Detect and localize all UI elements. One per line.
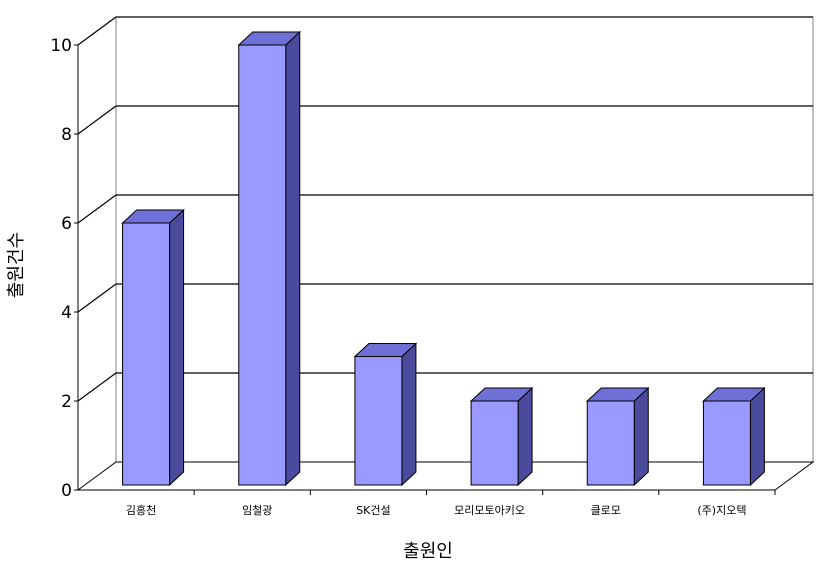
x-tick-label: (주)지오텍	[697, 504, 746, 517]
y-tick-label: 0	[61, 481, 72, 501]
bar-front	[122, 222, 171, 486]
bar-front	[470, 400, 519, 486]
x-ticks: 김흥천 임철광 SK건설 모리모토아키오 클로모 (주)지오텍	[126, 490, 776, 517]
bar	[585, 386, 650, 487]
y-tick-label: 8	[61, 125, 72, 145]
x-tick-label: 김흥천	[126, 503, 156, 517]
bar	[237, 30, 302, 487]
bar-side	[169, 208, 185, 487]
bar-front	[586, 400, 635, 486]
bar	[121, 208, 185, 487]
y-tick-label: 10	[50, 36, 72, 56]
x-axis-title: 출원인	[403, 541, 453, 562]
gridline	[77, 194, 813, 224]
gridline	[77, 283, 813, 313]
x-tick-label: 모리모토아키오	[454, 504, 525, 517]
gridline	[77, 105, 813, 135]
bar-front	[354, 356, 403, 486]
bar-side	[517, 386, 533, 487]
gridlines	[77, 16, 813, 402]
bar-side	[285, 30, 301, 487]
bar-side	[749, 386, 765, 487]
back-wall	[115, 16, 814, 463]
bar-side	[401, 342, 417, 487]
y-axis-title: 출원건수	[6, 232, 27, 298]
bar-front	[702, 400, 751, 486]
y-tick-label: 4	[61, 303, 72, 323]
x-tick-label: 임철광	[242, 504, 272, 517]
x-tick-label: 클로모	[591, 504, 621, 517]
bar	[353, 342, 418, 487]
bar	[702, 386, 766, 487]
gridline	[77, 372, 813, 402]
y-ticks: 0 2 4 6 8 10	[50, 36, 78, 501]
bar-front	[238, 44, 287, 486]
bar-side	[633, 386, 649, 487]
y-tick-label: 2	[61, 392, 72, 412]
x-tick-label: SK건설	[356, 504, 390, 517]
bar	[469, 386, 534, 487]
y-tick-label: 6	[61, 214, 72, 234]
plot-frame	[76, 16, 815, 491]
bars	[121, 30, 766, 487]
floor	[76, 461, 815, 491]
gridline	[77, 16, 813, 46]
